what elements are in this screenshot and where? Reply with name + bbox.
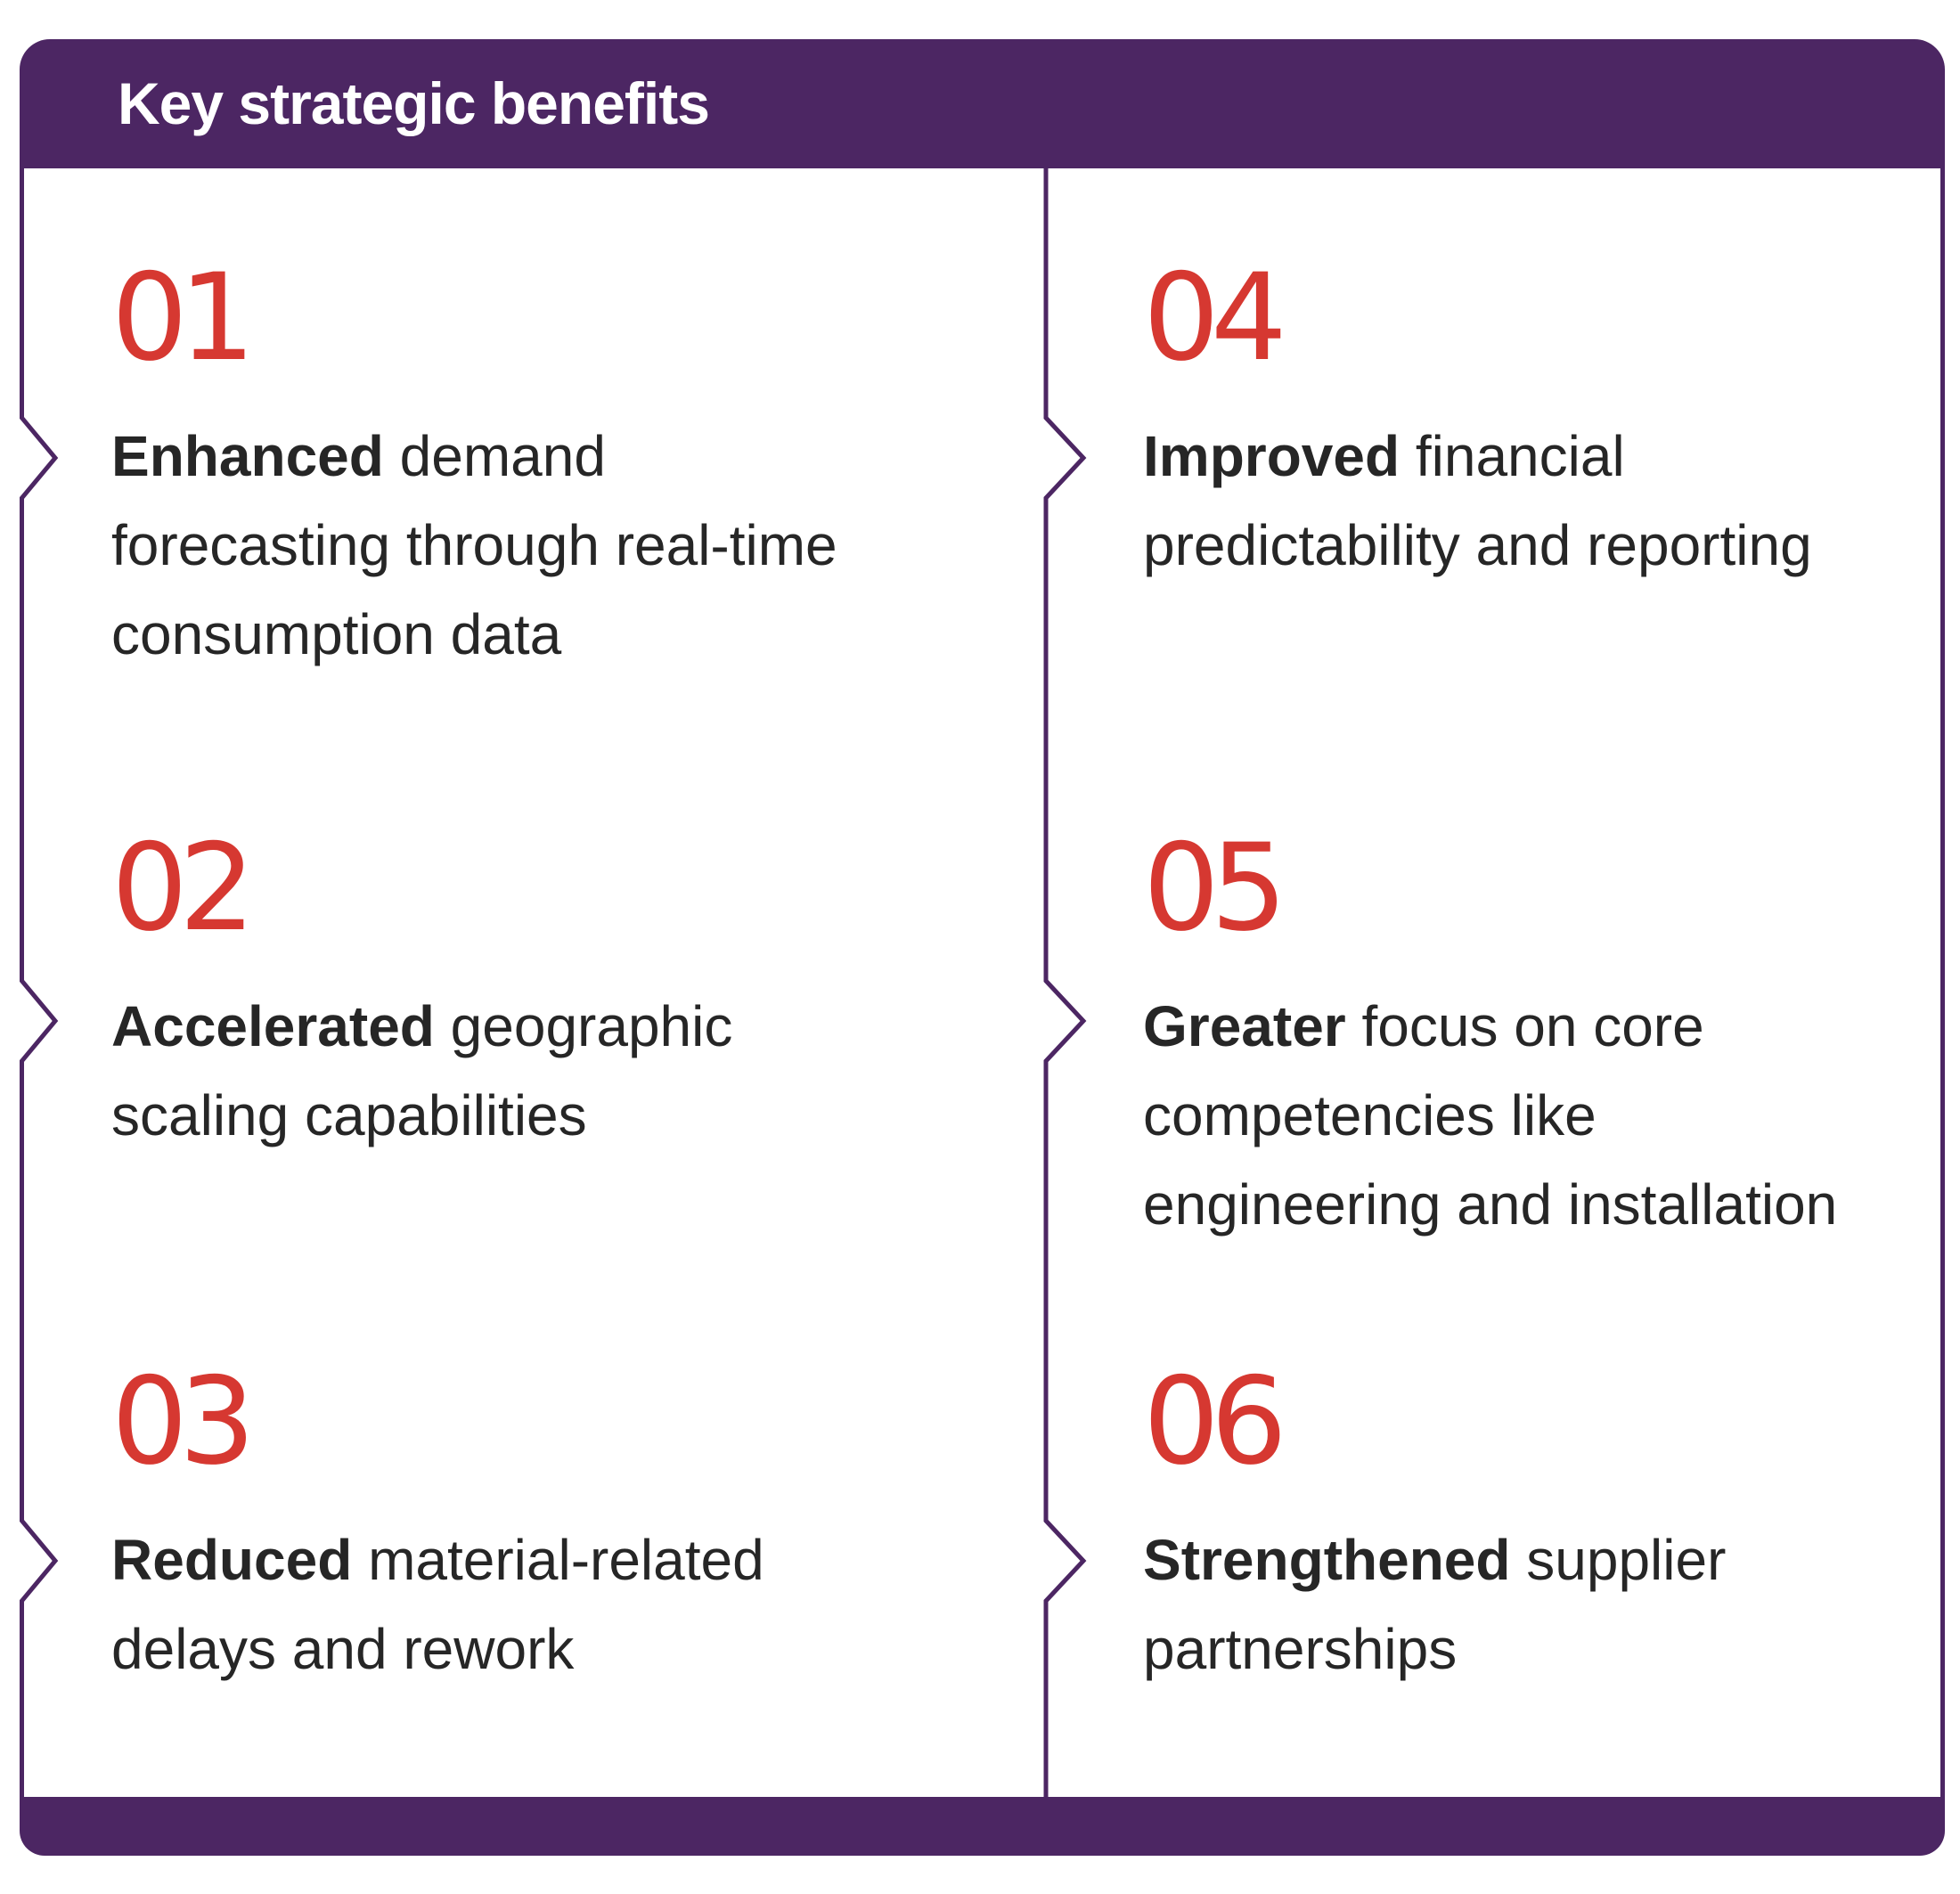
benefit-item-01: 01 Enhanced demand forecasting through r… <box>111 257 967 679</box>
benefit-number: 01 <box>111 248 256 388</box>
benefit-text: Accelerated geographic scaling capabilit… <box>111 982 967 1160</box>
benefit-description: financial predictability and reporting <box>1143 424 1812 577</box>
benefit-text: Improved financial predictability and re… <box>1143 412 1911 590</box>
benefit-description: demand forecasting through real-time con… <box>111 424 837 666</box>
benefit-number: 04 <box>1143 248 1287 388</box>
footer-bar <box>20 1797 1945 1856</box>
benefit-description: focus on core competencies like engineer… <box>1143 994 1838 1237</box>
left-border-chevron-line <box>20 168 59 1797</box>
benefit-number: 02 <box>111 818 256 958</box>
column-divider-chevron-line <box>1043 168 1087 1797</box>
benefit-number: 05 <box>1143 818 1287 958</box>
benefit-number: 03 <box>111 1351 256 1491</box>
benefit-item-03: 03 Reduced material-related delays and r… <box>111 1361 967 1694</box>
benefit-keyword: Strengthened <box>1143 1528 1511 1592</box>
benefit-item-02: 02 Accelerated geographic scaling capabi… <box>111 828 967 1160</box>
header-bar: Key strategic benefits <box>20 39 1945 168</box>
benefit-keyword: Accelerated <box>111 994 435 1058</box>
benefit-keyword: Greater <box>1143 994 1346 1058</box>
benefit-description: geographic scaling capabilities <box>111 994 733 1147</box>
benefit-text: Reduced material-related delays and rewo… <box>111 1515 967 1694</box>
page-title: Key strategic benefits <box>118 70 710 136</box>
benefit-text: Enhanced demand forecasting through real… <box>111 412 967 679</box>
benefit-text: Greater focus on core competencies like … <box>1143 982 1911 1249</box>
benefit-number: 06 <box>1143 1351 1287 1491</box>
benefit-description: supplier partnerships <box>1143 1528 1727 1681</box>
benefit-item-06: 06 Strengthened supplier partnerships <box>1143 1361 1911 1694</box>
benefit-text: Strengthened supplier partnerships <box>1143 1515 1911 1694</box>
benefit-keyword: Enhanced <box>111 424 384 488</box>
benefit-item-05: 05 Greater focus on core competencies li… <box>1143 828 1911 1249</box>
benefit-description: material-related delays and rework <box>111 1528 764 1681</box>
benefit-keyword: Reduced <box>111 1528 353 1592</box>
benefit-keyword: Improved <box>1143 424 1401 488</box>
benefit-item-04: 04 Improved financial predictability and… <box>1143 257 1911 590</box>
key-benefits-card: Key strategic benefits 01 Enhanced deman… <box>20 39 1945 1856</box>
